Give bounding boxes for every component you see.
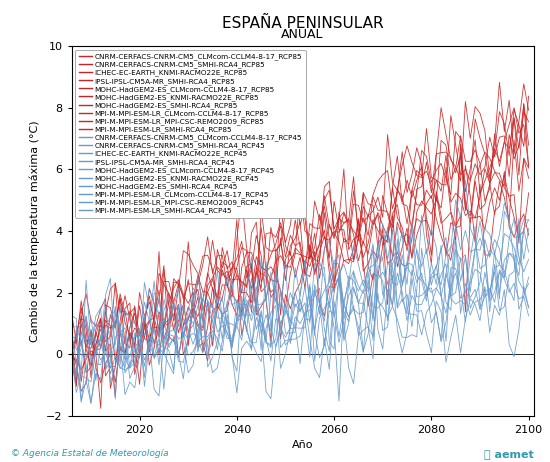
Text: ANUAL: ANUAL xyxy=(281,28,324,41)
Text: ESPAÑA PENINSULAR: ESPAÑA PENINSULAR xyxy=(222,16,383,31)
Text: © Agencia Estatal de Meteorología: © Agencia Estatal de Meteorología xyxy=(11,450,169,458)
Text: 🧭 aemet: 🧭 aemet xyxy=(484,450,534,460)
X-axis label: Año: Año xyxy=(292,440,313,450)
Legend: CNRM-CERFACS-CNRM-CM5_CLMcom-CCLM4-8-17_RCP85, CNRM-CERFACS-CNRM-CM5_SMHI-RCA4_R: CNRM-CERFACS-CNRM-CM5_CLMcom-CCLM4-8-17_… xyxy=(75,50,306,218)
Y-axis label: Cambio de la temperatura máxima (°C): Cambio de la temperatura máxima (°C) xyxy=(30,120,40,342)
